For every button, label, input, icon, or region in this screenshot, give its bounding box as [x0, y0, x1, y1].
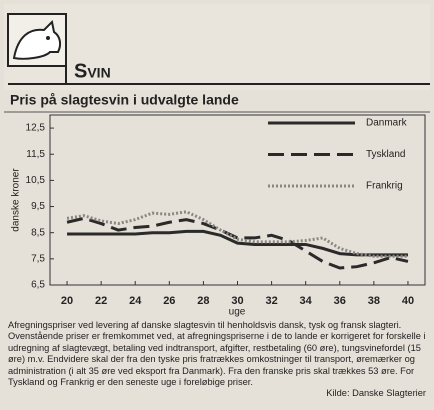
section-title: Svin [74, 60, 111, 82]
chart-title: Pris på slagtesvin i udvalgte lande [10, 92, 239, 108]
x-tick-label: 26 [163, 295, 175, 307]
pig-eye [46, 36, 50, 40]
y-tick-label: 12,5 [26, 123, 46, 134]
series-line [67, 229, 408, 257]
x-tick-label: 36 [334, 295, 346, 307]
x-tick-label: 30 [231, 295, 243, 307]
legend-label: Danmark [366, 118, 408, 129]
x-tick-label: 20 [61, 295, 73, 307]
x-axis-label: uge [229, 307, 246, 318]
legend-label: Tyskland [366, 149, 405, 160]
y-tick-label: 7,5 [31, 253, 45, 264]
x-tick-label: 24 [129, 295, 142, 307]
plot-frame [49, 114, 426, 286]
note: Afregningspriser ved levering af danske … [8, 320, 426, 388]
x-tick-label: 32 [265, 295, 277, 307]
y-tick-label: 10,5 [26, 175, 46, 186]
y-tick-label: 11,5 [26, 149, 45, 160]
source: Kilde: Danske Slagterier [326, 388, 426, 399]
pig-icon [12, 19, 62, 60]
caption: Afregningspriser ved levering af danske … [8, 320, 426, 400]
x-tick-label: 38 [368, 295, 380, 307]
x-tick-label: 34 [300, 295, 313, 307]
legend-label: Frankrig [366, 181, 403, 192]
header-bg [4, 4, 430, 90]
x-tick-label: 22 [95, 295, 107, 307]
x-tick-label: 28 [197, 295, 209, 307]
y-tick-label: 6,5 [31, 280, 45, 291]
y-axis-label: danske kroner [11, 168, 22, 232]
series-line [66, 216, 409, 270]
y-tick-label: 9,5 [31, 201, 45, 212]
x-tick-label: 40 [402, 295, 414, 307]
series-line [66, 210, 408, 258]
y-tick-label: 8,5 [31, 227, 45, 238]
